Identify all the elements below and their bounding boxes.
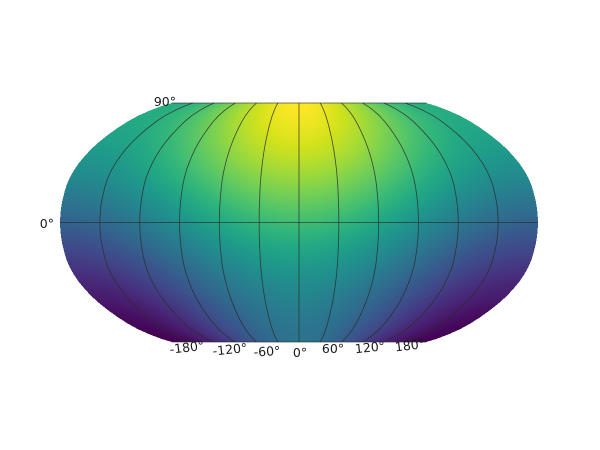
- lat-label-0: 0°: [39, 215, 54, 231]
- lon-label--60: -60°: [253, 343, 281, 360]
- lon-label--180: -180°: [168, 337, 206, 357]
- lon-label--120: -120°: [211, 339, 248, 359]
- lon-label-180: 180°: [394, 335, 426, 355]
- lat-label-90: 90°: [153, 93, 176, 109]
- lon-label-60: 60°: [321, 340, 345, 356]
- lon-label-0: 0°: [292, 344, 308, 360]
- lon-label-120: 120°: [354, 338, 386, 357]
